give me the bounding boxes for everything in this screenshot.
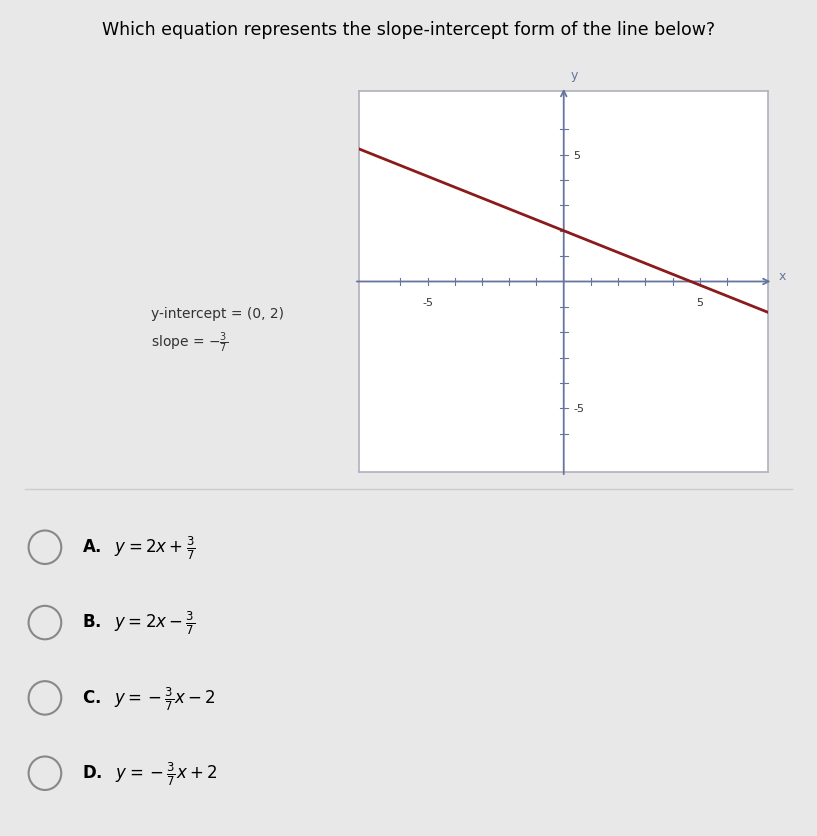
Text: -5: -5 — [422, 298, 433, 308]
Text: y: y — [570, 69, 578, 82]
Text: -5: -5 — [574, 404, 584, 414]
Text: Which equation represents the slope-intercept form of the line below?: Which equation represents the slope-inte… — [102, 21, 715, 39]
Text: 5: 5 — [574, 150, 580, 161]
Text: y-intercept = (0, 2): y-intercept = (0, 2) — [151, 307, 284, 320]
Text: x: x — [779, 269, 786, 283]
Text: $\mathbf{B.}$  $y = 2x - \frac{3}{7}$: $\mathbf{B.}$ $y = 2x - \frac{3}{7}$ — [82, 609, 195, 636]
Text: 5: 5 — [696, 298, 703, 308]
Text: $\mathbf{A.}$  $y = 2x + \frac{3}{7}$: $\mathbf{A.}$ $y = 2x + \frac{3}{7}$ — [82, 534, 195, 561]
Text: slope = $-\frac{3}{7}$: slope = $-\frac{3}{7}$ — [151, 330, 228, 355]
Text: $\mathbf{C.}$  $y = -\frac{3}{7}x - 2$: $\mathbf{C.}$ $y = -\frac{3}{7}x - 2$ — [82, 685, 216, 711]
Text: $\mathbf{D.}$  $y = -\frac{3}{7}x + 2$: $\mathbf{D.}$ $y = -\frac{3}{7}x + 2$ — [82, 760, 217, 787]
